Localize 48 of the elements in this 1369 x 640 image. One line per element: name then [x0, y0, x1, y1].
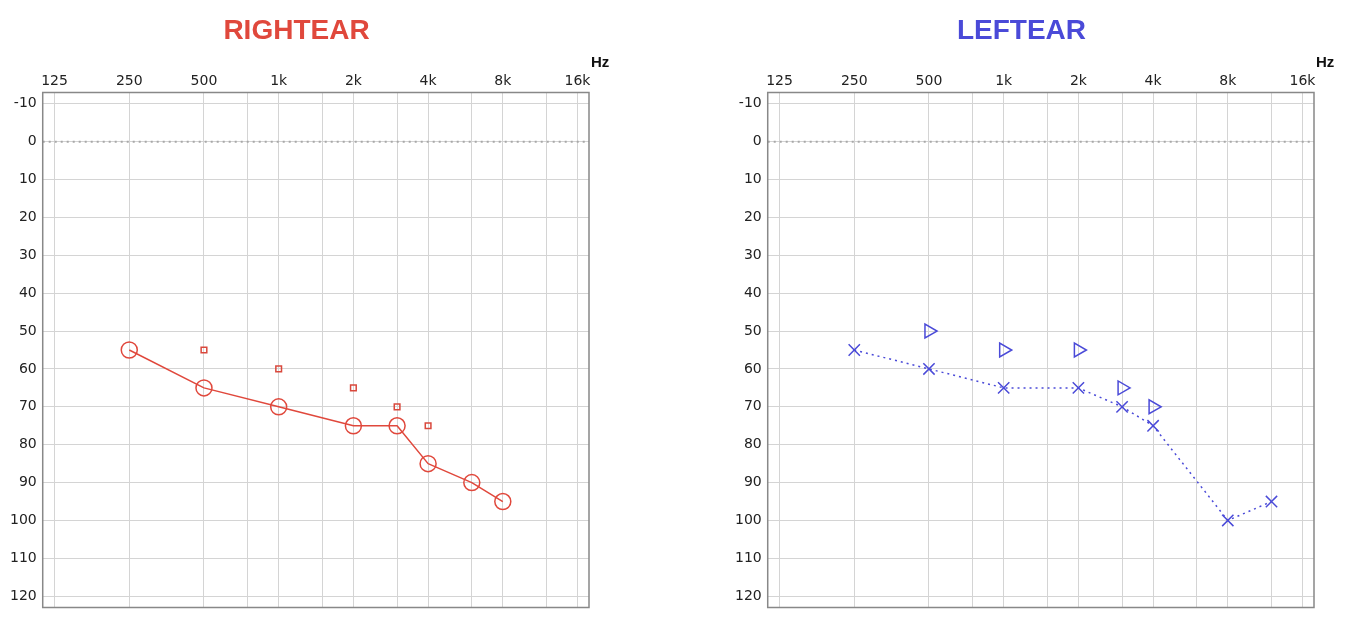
x-tick-label: 125	[766, 71, 793, 88]
y-tick-label: 30	[18, 245, 37, 262]
y-tick-label: 20	[743, 208, 762, 225]
y-tick-label: 60	[743, 359, 762, 376]
y-tick-label: 10	[743, 170, 762, 187]
y-tick-label: 70	[18, 397, 37, 414]
y-tick-label: 60	[18, 359, 37, 376]
x-tick-label: 4k	[419, 71, 438, 88]
x-tick-label: 16k	[1289, 71, 1317, 88]
y-tick-label: -10	[13, 94, 37, 111]
x-tick-label: 16k	[564, 71, 592, 88]
chart-title: LEFTEAR	[956, 13, 1087, 45]
y-tick-label: 0	[752, 132, 762, 149]
y-tick-label: 80	[18, 435, 37, 452]
y-tick-label: 50	[743, 321, 762, 338]
chart-title: RIGHTEAR	[223, 13, 370, 45]
x-axis-title: Hz	[1316, 53, 1335, 71]
x-tick-label: 8k	[1219, 71, 1238, 88]
x-tick-label: 500	[915, 71, 943, 88]
y-tick-label: 50	[18, 321, 37, 338]
x-tick-label: 8k	[494, 71, 513, 88]
x-tick-label: 1k	[995, 71, 1014, 88]
y-tick-label: -10	[738, 94, 762, 111]
y-tick-label: 20	[18, 208, 37, 225]
y-tick-label: 120	[734, 586, 762, 603]
x-tick-label: 250	[115, 71, 143, 88]
y-tick-label: 70	[743, 397, 762, 414]
y-tick-label: 10	[18, 170, 37, 187]
y-tick-label: 100	[9, 511, 37, 528]
x-tick-label: 125	[41, 71, 68, 88]
x-axis-title: Hz	[591, 53, 610, 71]
y-tick-label: 80	[743, 435, 762, 452]
y-tick-label: 120	[9, 586, 37, 603]
y-tick-label: 90	[743, 473, 762, 490]
x-tick-label: 250	[840, 71, 868, 88]
x-tick-label: 500	[190, 71, 218, 88]
y-tick-label: 100	[734, 511, 762, 528]
x-tick-label: 2k	[344, 71, 363, 88]
y-tick-label: 40	[18, 283, 37, 300]
x-tick-label: 1k	[270, 71, 289, 88]
y-tick-label: 110	[9, 548, 37, 565]
y-tick-label: 110	[734, 548, 762, 565]
y-tick-label: 0	[27, 132, 37, 149]
x-tick-label: 2k	[1069, 71, 1088, 88]
y-tick-label: 90	[18, 473, 37, 490]
y-tick-label: 30	[743, 245, 762, 262]
y-tick-label: 40	[743, 283, 762, 300]
x-tick-label: 4k	[1144, 71, 1163, 88]
